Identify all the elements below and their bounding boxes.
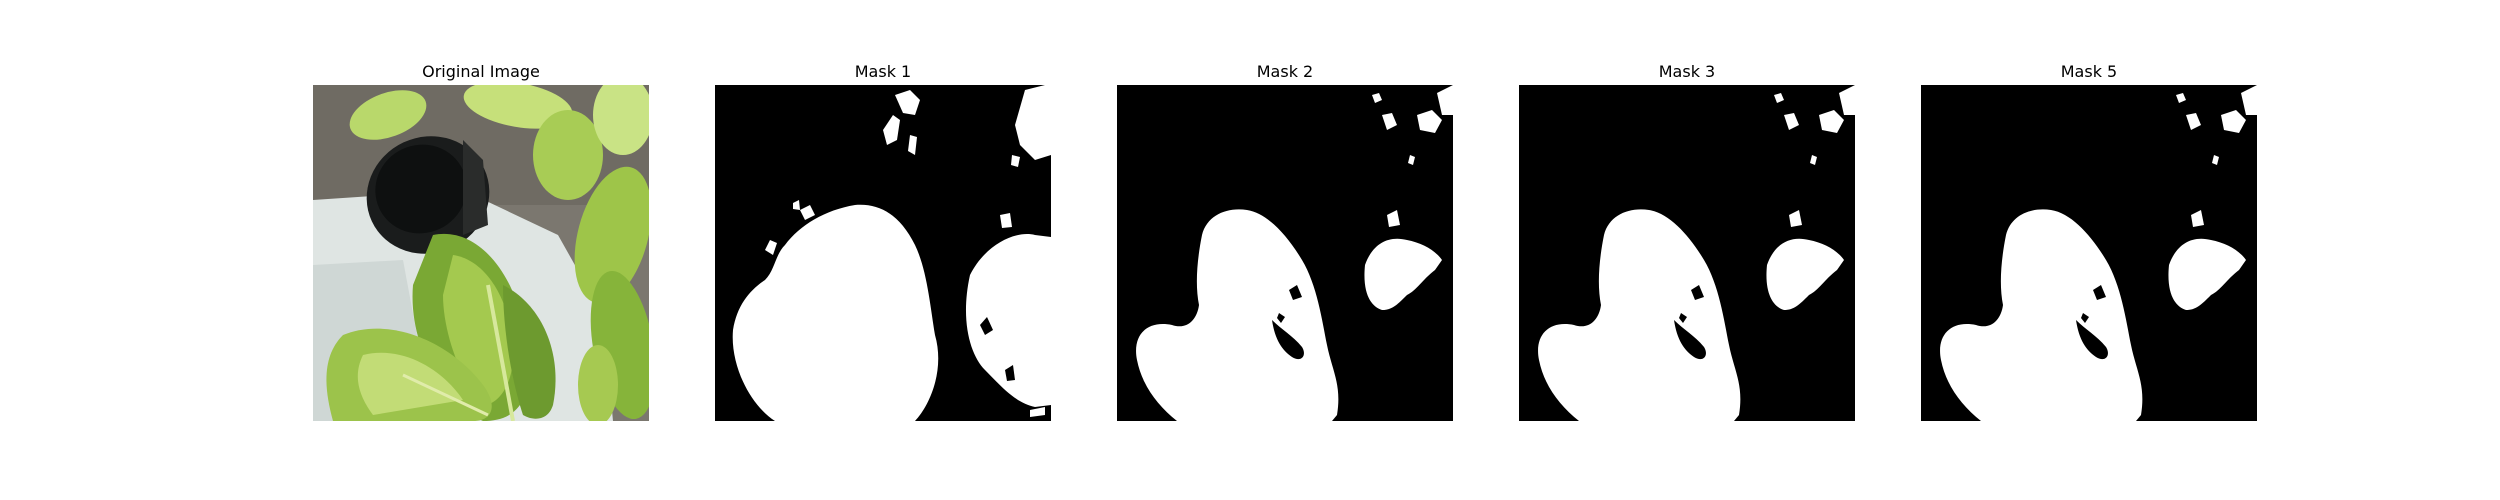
panel-mask-2: Mask 2 — [1117, 60, 1453, 421]
panel-mask-1: Mask 1 — [715, 60, 1051, 421]
panel-title: Mask 5 — [2060, 62, 2118, 81]
mask-image — [1519, 85, 1855, 421]
panel-title: Mask 1 — [854, 62, 912, 81]
mask-image — [1921, 85, 2257, 421]
original-image — [313, 85, 649, 421]
panel-title: Original Image — [422, 62, 540, 81]
mask-image — [715, 85, 1051, 421]
panel-mask-3: Mask 3 — [1519, 60, 1855, 421]
panel-title: Mask 3 — [1658, 62, 1716, 81]
mask-image — [1117, 85, 1453, 421]
panel-original-image: Original Image — [313, 60, 649, 421]
panel-mask-5: Mask 5 — [1921, 60, 2257, 421]
panel-title: Mask 2 — [1256, 62, 1314, 81]
